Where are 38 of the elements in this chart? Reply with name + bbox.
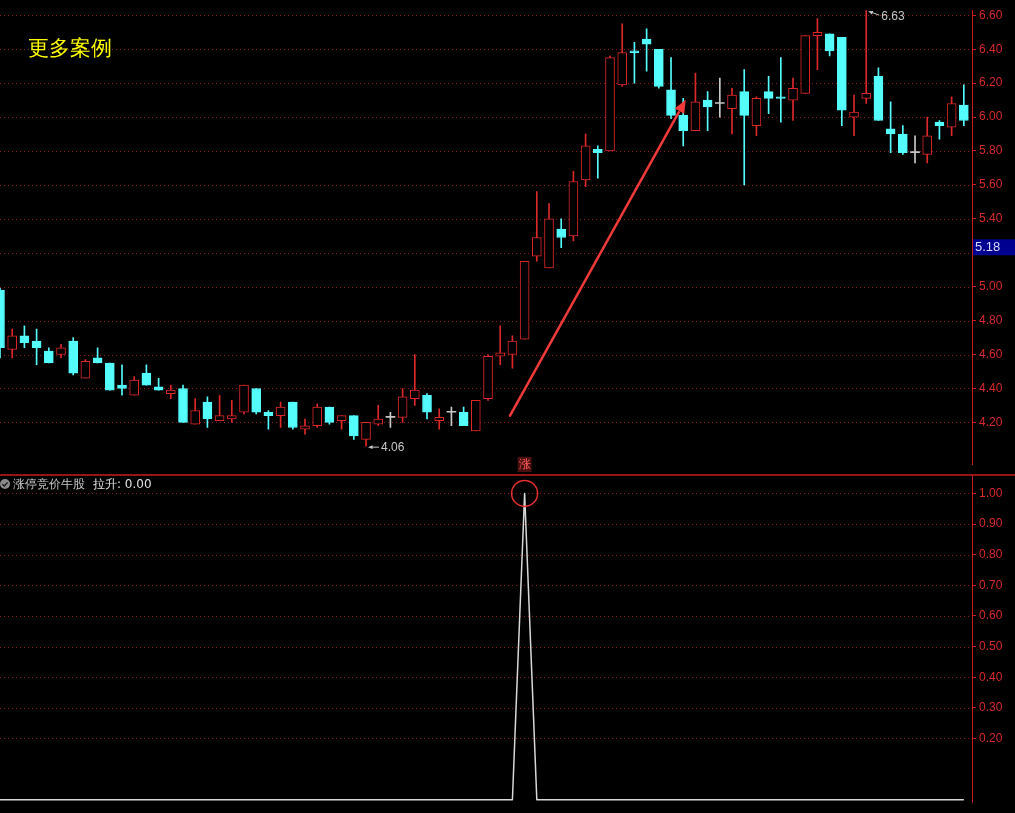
y-tick-label: 6.60 [979,7,1003,22]
candlestick [434,408,445,430]
y-tick-label: 0.40 [979,669,1003,684]
y-tick-label: 0.50 [979,638,1003,653]
y-tick-label: 6.40 [979,41,1003,56]
candlestick [409,354,420,406]
candlestick [226,400,237,423]
y-tick-label: 0.80 [979,546,1003,561]
annotation: 6.63 [881,8,905,23]
annotation: 更多案例 [28,36,112,61]
y-tick-label: 6.00 [979,109,1003,124]
y-tick-label: 4.40 [979,380,1003,395]
y-tick-label: 4.60 [979,346,1003,361]
y-tick-label: 0.20 [979,730,1003,745]
candlestick [592,145,603,179]
annotation: 涨 [518,456,531,471]
y-tick-label: 1.00 [979,485,1003,500]
y-tick-label: 0.60 [979,608,1003,623]
candlestick [739,69,750,186]
y-tick-label: 4.20 [979,414,1003,429]
y-tick-label: 6.20 [979,75,1003,90]
chart-title: 涨停竞价牛股 [13,475,85,493]
y-tick-label: 5.00 [979,279,1003,293]
y-tick-label: 5.40 [979,211,1003,226]
candlestick [495,325,506,366]
y-tick-label: 4.80 [979,312,1003,327]
candlestick [775,57,786,123]
annotation: 4.06 [381,440,405,455]
y-tick-label: 5.80 [979,143,1003,158]
annotation: 拉升: 0.00 [93,475,152,493]
candlestick [910,135,920,164]
y-tick-label: 0.70 [979,577,1003,592]
text: 5.18 [975,239,1001,255]
y-tick-label: 0.30 [979,700,1003,715]
y-tick-label: 0.90 [979,516,1003,531]
candlestick [117,364,127,396]
y-tick-label: 5.60 [979,177,1003,192]
candlestick [714,77,725,118]
